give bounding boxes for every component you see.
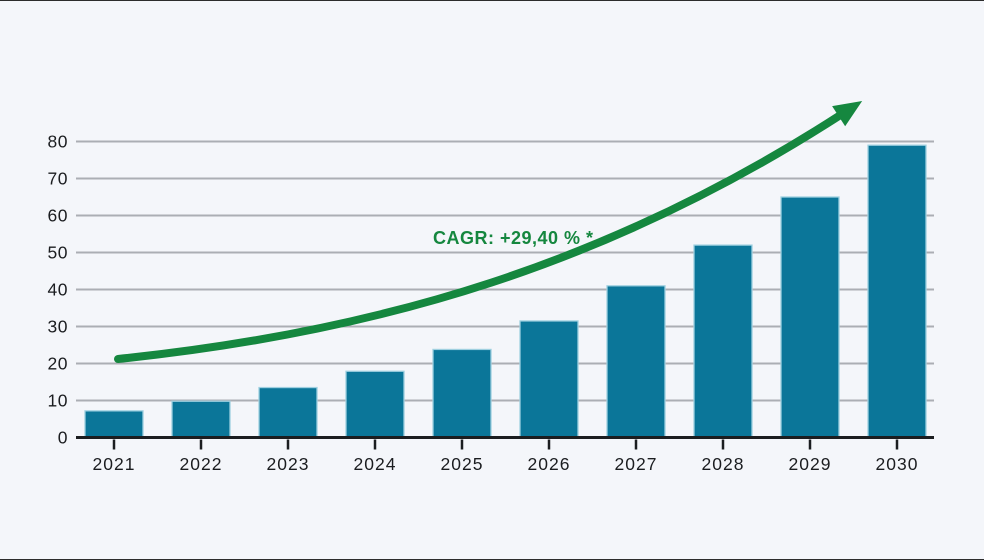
bar-2029 (780, 196, 840, 439)
x-axis (76, 436, 934, 450)
bar-2025 (432, 348, 492, 439)
bar-2021 (84, 410, 144, 439)
x-tick-label-2023: 2023 (267, 454, 310, 474)
y-tick-label-70: 70 (48, 169, 68, 189)
y-tick-label-50: 50 (48, 243, 68, 263)
y-axis-labels: 0 10 20 30 40 50 60 70 80 (48, 132, 68, 448)
trend-arrow (114, 100, 863, 363)
bar-2024 (345, 370, 405, 439)
frame-border-top (0, 0, 984, 1)
bar-2023 (258, 386, 318, 439)
x-tick-label-2026: 2026 (528, 454, 571, 474)
bar-2028 (693, 244, 753, 439)
cagr-annotation: CAGR: +29,40 % * (433, 228, 594, 248)
x-tick-label-2021: 2021 (93, 454, 136, 474)
gridlines (76, 140, 934, 402)
x-axis-labels: 2021 2022 2023 2024 2025 2026 2027 2028 2029 2030 (93, 454, 919, 474)
x-tick-label-2025: 2025 (441, 454, 484, 474)
y-tick-label-40: 40 (48, 280, 68, 300)
x-tick-label-2028: 2028 (702, 454, 745, 474)
trend-arrowhead-icon (832, 100, 863, 127)
x-tick-label-2030: 2030 (876, 454, 919, 474)
bar-2026 (519, 320, 579, 439)
bars (84, 144, 927, 439)
x-tick-label-2024: 2024 (354, 454, 397, 474)
y-tick-label-60: 60 (48, 206, 68, 226)
bar-2030 (867, 144, 927, 439)
y-tick-label-20: 20 (48, 354, 68, 374)
x-tick-label-2029: 2029 (789, 454, 832, 474)
x-tick-label-2027: 2027 (615, 454, 658, 474)
y-tick-label-10: 10 (48, 391, 68, 411)
y-tick-label-0: 0 (58, 428, 68, 448)
x-tick-label-2022: 2022 (180, 454, 223, 474)
y-tick-label-80: 80 (48, 132, 68, 152)
trend-curve (114, 110, 846, 363)
bar-2027 (606, 285, 666, 439)
bar-2022 (171, 400, 231, 439)
y-tick-label-30: 30 (48, 317, 68, 337)
